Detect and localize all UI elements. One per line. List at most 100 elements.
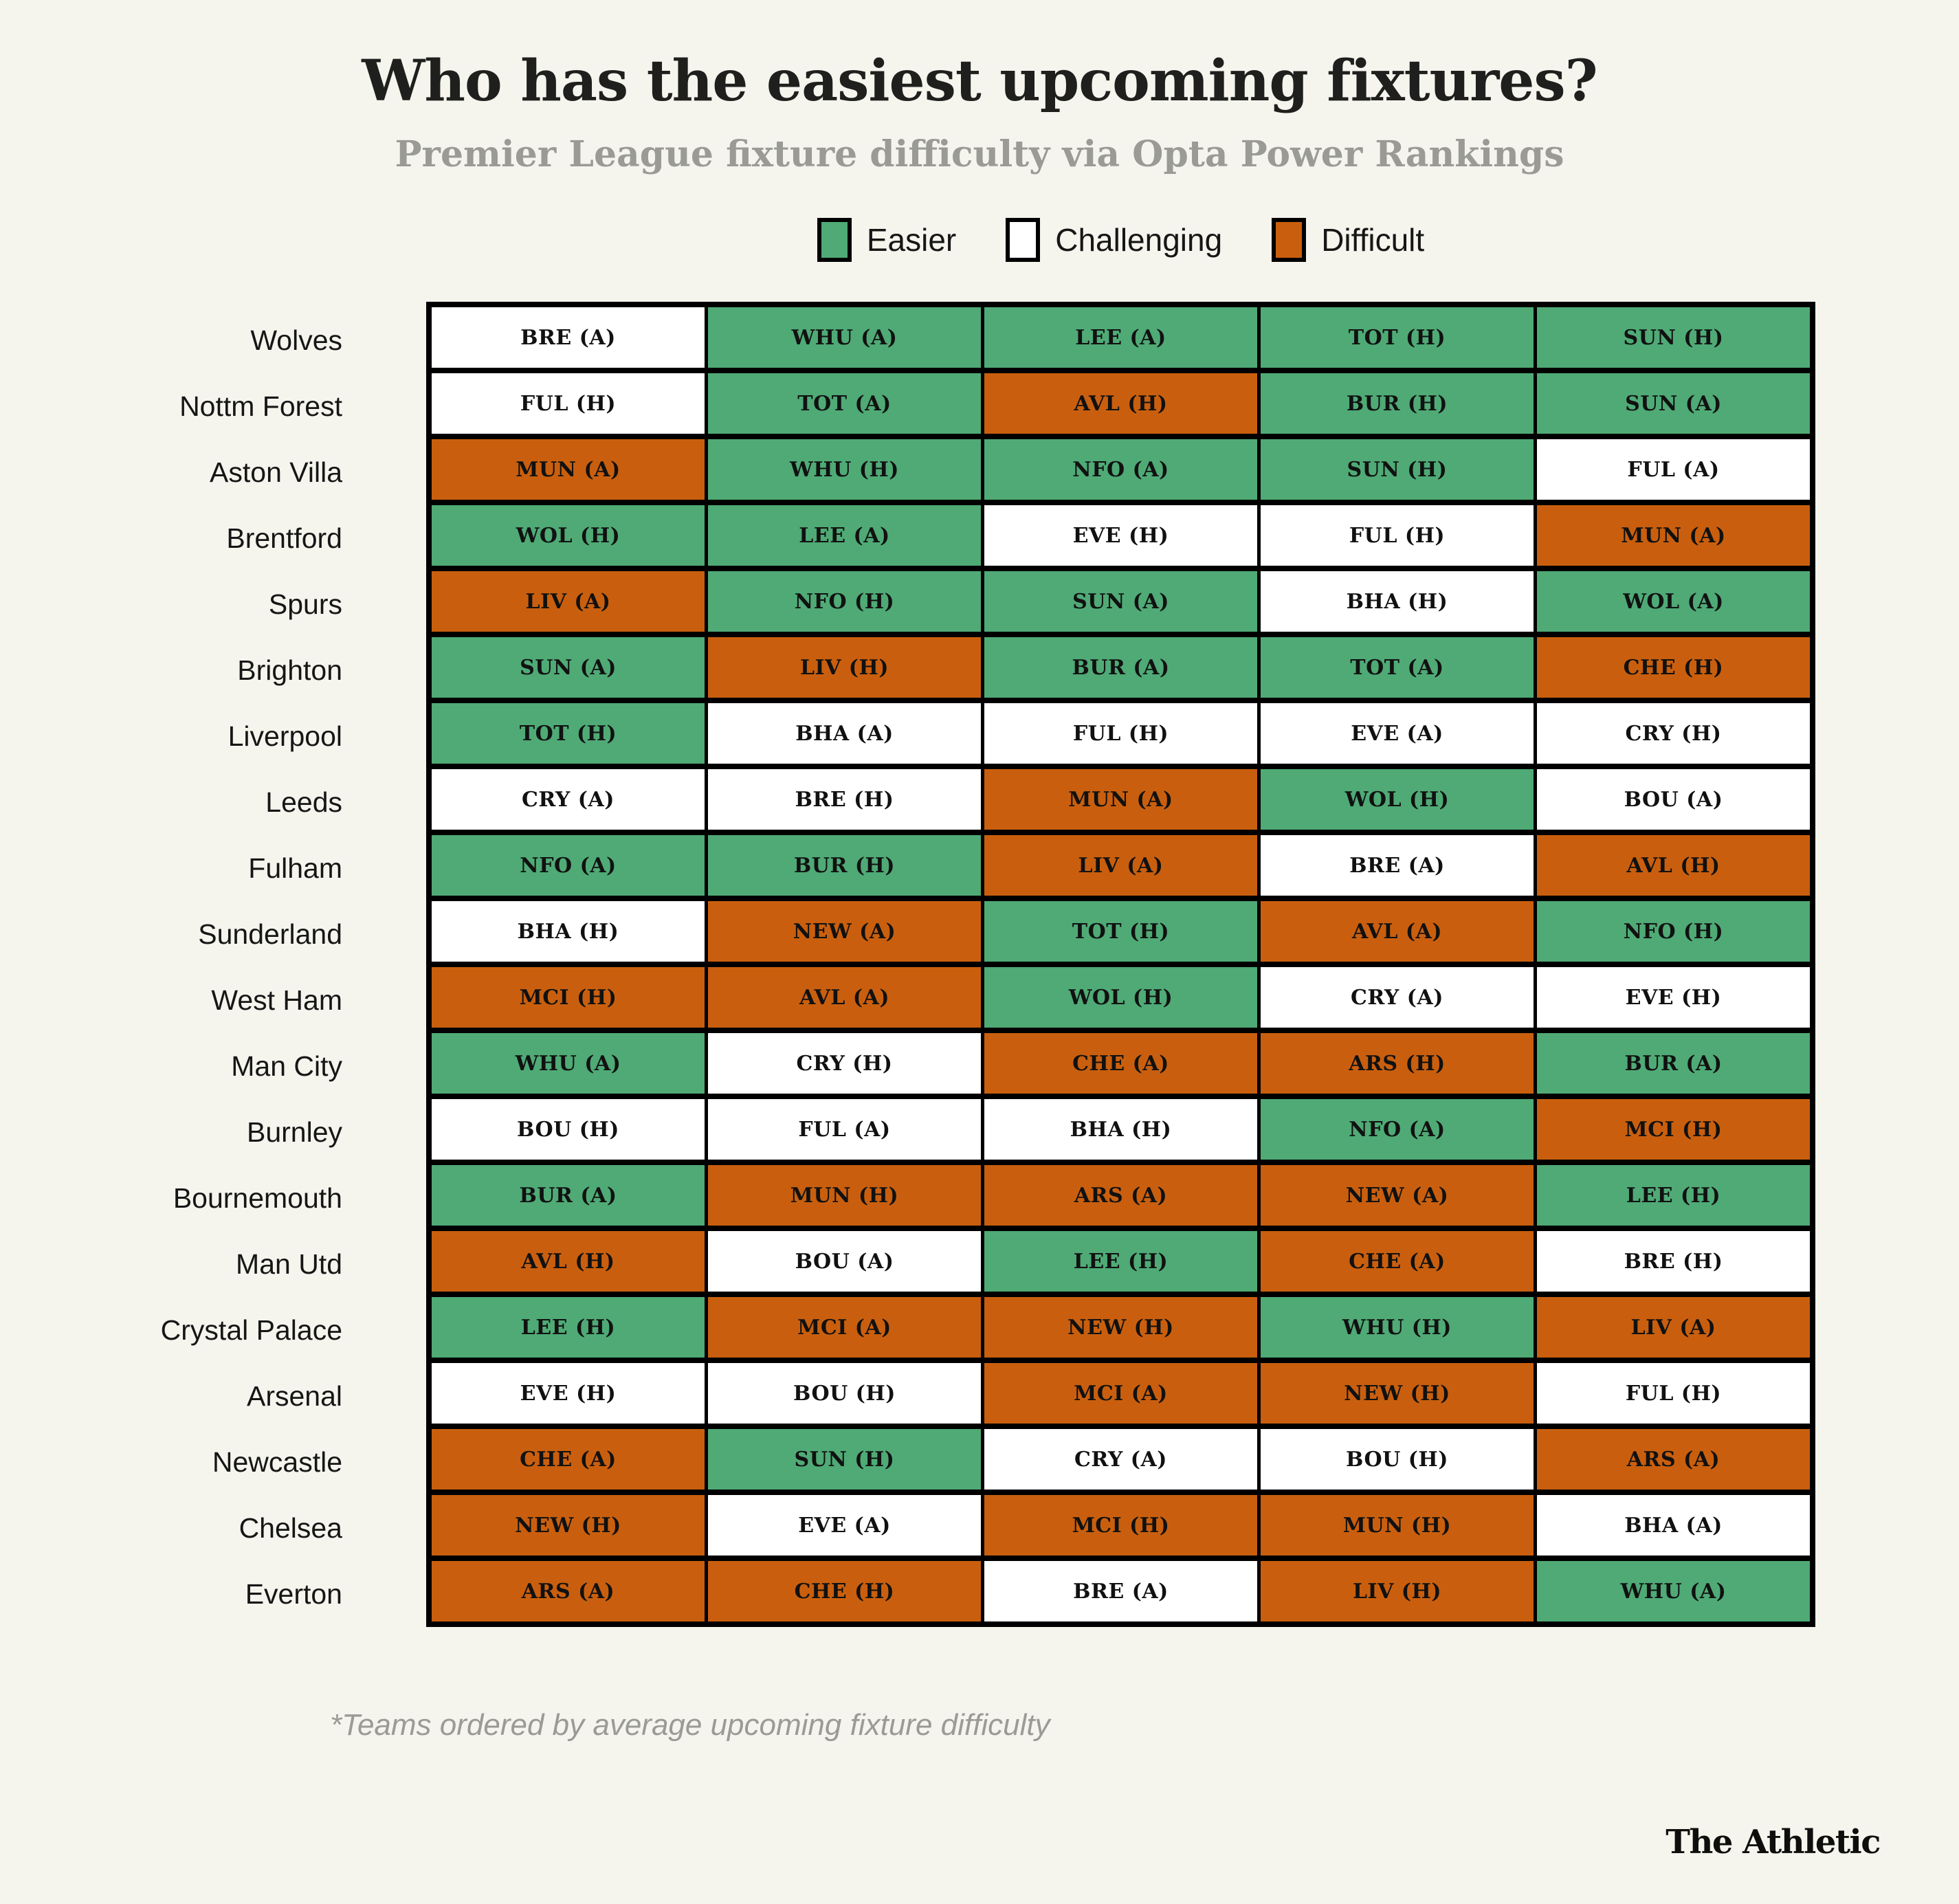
fixture-cell: MUN (H) — [1261, 1495, 1534, 1556]
fixture-cell: NEW (A) — [708, 901, 981, 962]
fixture-cell: NEW (A) — [1261, 1165, 1534, 1226]
fixture-cell: TOT (H) — [984, 901, 1257, 962]
infographic: Who has the easiest upcoming fixtures? P… — [0, 48, 1959, 1861]
fixture-cell: EVE (A) — [1261, 703, 1534, 764]
footnote: *Teams ordered by average upcoming fixtu… — [330, 1708, 1050, 1742]
fixture-cell: LIV (A) — [1537, 1297, 1810, 1358]
fixture-cell: ARS (A) — [1537, 1429, 1810, 1490]
fixture-cell: CHE (A) — [1261, 1231, 1534, 1292]
fixture-cell: SUN (H) — [708, 1429, 981, 1490]
fixture-cell: SUN (A) — [432, 637, 705, 698]
fixture-cell: BUR (H) — [1261, 373, 1534, 434]
easier-swatch-icon — [817, 218, 852, 262]
fixture-cell: LEE (H) — [1537, 1165, 1810, 1226]
fixture-cell: BOU (H) — [432, 1099, 705, 1160]
team-label: Sunderland — [198, 918, 342, 950]
team-label: Brentford — [226, 522, 342, 554]
fixture-cell: CRY (A) — [432, 769, 705, 830]
page-title: Who has the easiest upcoming fixtures? — [362, 48, 1597, 114]
difficult-swatch-icon — [1272, 218, 1307, 262]
fixture-cell: WHU (A) — [708, 307, 981, 368]
fixture-cell: BHA (A) — [1537, 1495, 1810, 1556]
fixture-cell: BUR (A) — [432, 1165, 705, 1226]
fixture-cell: FUL (A) — [708, 1099, 981, 1160]
fixture-cell: NEW (H) — [984, 1297, 1257, 1358]
fixture-cell: BRE (H) — [1537, 1231, 1810, 1292]
fixture-cell: TOT (A) — [1261, 637, 1534, 698]
fixture-cell: EVE (H) — [1537, 967, 1810, 1028]
fixture-cell: WHU (H) — [708, 439, 981, 500]
fixture-cell: TOT (H) — [1261, 307, 1534, 368]
fixture-cell: ARS (H) — [1261, 1033, 1534, 1094]
the-athletic-logo: The Athletic — [1665, 1823, 1881, 1861]
fixture-cell: LIV (H) — [708, 637, 981, 698]
fixture-cell: FUL (H) — [984, 703, 1257, 764]
fixture-cell: WHU (A) — [1537, 1561, 1810, 1621]
fixture-cell: BRE (A) — [432, 307, 705, 368]
team-label: Spurs — [268, 588, 342, 620]
team-label: Leeds — [265, 786, 342, 818]
fixture-cell: NEW (H) — [1261, 1363, 1534, 1424]
fixture-cell: AVL (A) — [1261, 901, 1534, 962]
fixture-cell: TOT (H) — [432, 703, 705, 764]
fixture-cell: CHE (H) — [708, 1561, 981, 1621]
fixture-cell: BHA (H) — [1261, 571, 1534, 632]
fixture-cell: WOL (A) — [1537, 571, 1810, 632]
fixture-cell: LEE (H) — [432, 1297, 705, 1358]
legend-label-challenging: Challenging — [1055, 222, 1223, 258]
team-label: Man Utd — [236, 1248, 342, 1280]
fixture-cell: AVL (H) — [984, 373, 1257, 434]
fixture-cell: NFO (A) — [1261, 1099, 1534, 1160]
fixture-cell: BOU (A) — [1537, 769, 1810, 830]
team-label: Everton — [245, 1578, 342, 1610]
legend-label-easier: Easier — [866, 222, 957, 258]
fixture-cell: SUN (H) — [1537, 307, 1810, 368]
page-subtitle: Premier League fixture difficulty via Op… — [395, 133, 1564, 175]
fixture-cell: LIV (A) — [984, 835, 1257, 896]
fixture-cell: BUR (A) — [1537, 1033, 1810, 1094]
fixture-cell: WOL (H) — [1261, 769, 1534, 830]
team-label: Arsenal — [246, 1380, 342, 1412]
fixture-cell: LEE (A) — [984, 307, 1257, 368]
fixture-cell: BHA (A) — [708, 703, 981, 764]
fixture-cell: AVL (H) — [432, 1231, 705, 1292]
fixture-cell: MUN (A) — [984, 769, 1257, 830]
fixture-cell: MCI (H) — [1537, 1099, 1810, 1160]
fixture-cell: LIV (H) — [1261, 1561, 1534, 1621]
fixture-cell: BUR (A) — [984, 637, 1257, 698]
challenging-swatch-icon — [1006, 218, 1041, 262]
fixtures-table: Wolves Nottm Forest Aston Villa Brentford Sp… — [82, 302, 1959, 1627]
fixture-cell: CHE (A) — [432, 1429, 705, 1490]
team-label: Bournemouth — [173, 1182, 342, 1214]
team-labels: Wolves Nottm Forest Aston Villa Brentford Sp… — [82, 302, 426, 1627]
fixture-cell: NEW (H) — [432, 1495, 705, 1556]
team-label: Fulham — [248, 852, 342, 884]
fixture-cell: CHE (A) — [984, 1033, 1257, 1094]
fixture-cell: EVE (H) — [984, 505, 1257, 566]
legend-item-difficult: Difficult — [1272, 218, 1424, 262]
fixture-cell: LEE (H) — [984, 1231, 1257, 1292]
fixture-cell: SUN (A) — [1537, 373, 1810, 434]
fixture-cell: FUL (A) — [1537, 439, 1810, 500]
fixture-cell: BOU (A) — [708, 1231, 981, 1292]
fixture-cell: BRE (A) — [984, 1561, 1257, 1621]
legend-item-challenging: Challenging — [1006, 218, 1222, 262]
fixture-cell: NFO (H) — [708, 571, 981, 632]
fixture-cell: AVL (A) — [708, 967, 981, 1028]
team-label: Newcastle — [212, 1446, 342, 1478]
team-label: Nottm Forest — [179, 390, 342, 422]
fixture-cell: ARS (A) — [984, 1165, 1257, 1226]
fixture-cell: WHU (H) — [1261, 1297, 1534, 1358]
fixture-cell: MUN (A) — [1537, 505, 1810, 566]
fixtures-grid: BRE (A) WHU (A) LEE (A) TOT (H) SUN (H) FUL (… — [426, 302, 1815, 1627]
fixture-cell: CRY (A) — [984, 1429, 1257, 1490]
fixture-cell: WHU (A) — [432, 1033, 705, 1094]
fixture-cell: MUN (H) — [708, 1165, 981, 1226]
fixture-cell: NFO (A) — [432, 835, 705, 896]
fixture-cell: ARS (A) — [432, 1561, 705, 1621]
fixture-cell: SUN (A) — [984, 571, 1257, 632]
fixture-cell: AVL (H) — [1537, 835, 1810, 896]
fixture-cell: EVE (H) — [432, 1363, 705, 1424]
fixture-cell: FUL (H) — [1261, 505, 1534, 566]
fixture-cell: BOU (H) — [1261, 1429, 1534, 1490]
